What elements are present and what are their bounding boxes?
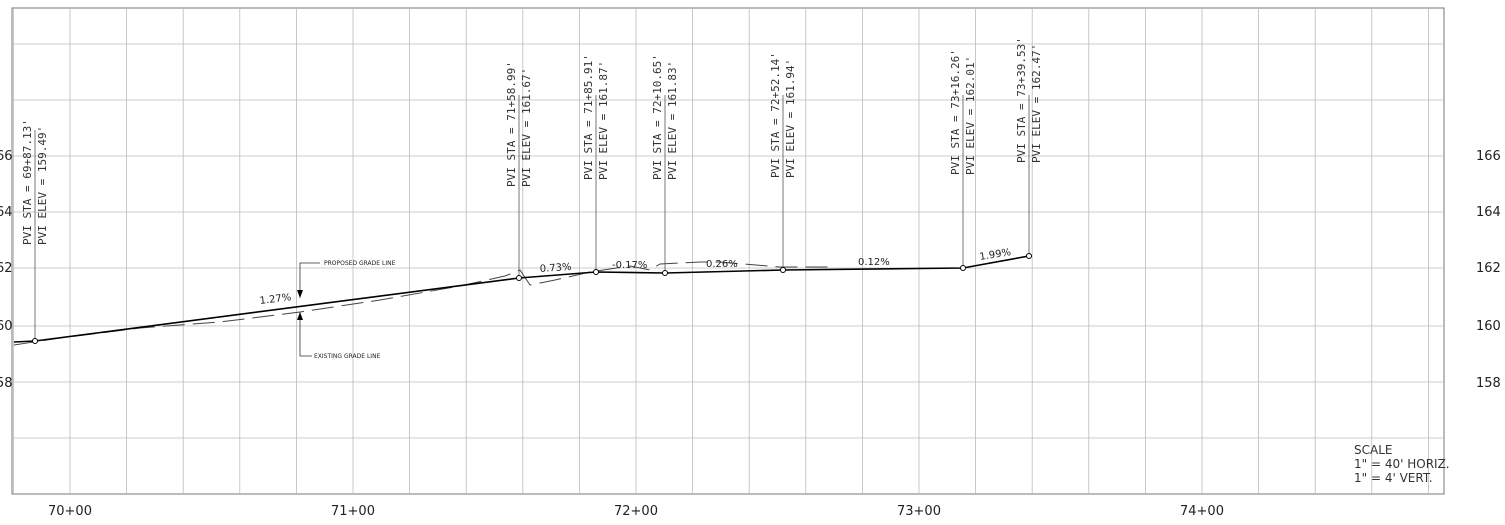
pvi-2-sta: PVI STA = 71+58.99' <box>505 61 518 187</box>
grade-label-6: 1.99% <box>979 247 1012 263</box>
scale-title: SCALE <box>1354 443 1392 457</box>
pvi-1-sta: PVI STA = 69+87.13' <box>21 119 34 245</box>
pvi-4-sta: PVI STA = 72+10.65' <box>651 54 664 180</box>
profile-grid <box>12 8 1444 494</box>
drawing-frame <box>11 7 1445 495</box>
station-tick-label: 71+00 <box>331 504 375 519</box>
elev-tick-label-left: 62 <box>0 261 13 276</box>
pvi-2-elev: PVI ELEV = 161.67' <box>520 68 533 187</box>
pvi-3-elev: PVI ELEV = 161.87' <box>597 61 610 180</box>
station-tick-label: 74+00 <box>1180 504 1224 519</box>
elev-tick-label-left: 58 <box>0 376 13 391</box>
elev-tick-label-right: 164 <box>1476 205 1501 220</box>
grade-label-4: 0.26% <box>706 259 738 270</box>
pvi-5-elev: PVI ELEV = 161.94' <box>784 59 797 178</box>
proposed-grade-line <box>13 255 1030 343</box>
existing-grade-callout: EXISTING GRADE LINE <box>314 353 381 360</box>
elevation-axis-right: 166 164 162 160 158 <box>1476 149 1501 391</box>
elev-tick-label-right: 162 <box>1476 261 1501 276</box>
pvi-6-elev: PVI ELEV = 162.01' <box>964 56 977 175</box>
pvi-markers <box>32 95 1032 344</box>
pvi-5-sta: PVI STA = 72+52.14' <box>769 52 782 178</box>
grade-label-1: 1.27% <box>259 292 292 307</box>
elev-tick-label-left: 60 <box>0 319 13 334</box>
pvi-6-sta: PVI STA = 73+16.26' <box>949 49 962 175</box>
pvi-1-elev: PVI ELEV = 159.49' <box>36 126 49 245</box>
scale-block: SCALE 1" = 40' HORIZ. 1" = 4' VERT. <box>1354 443 1450 485</box>
pvi-labels: PVI STA = 69+87.13' PVI ELEV = 159.49' P… <box>21 37 1043 245</box>
elev-tick-label-left: 66 <box>0 149 13 164</box>
elev-tick-label-right: 160 <box>1476 319 1501 334</box>
pvi-3-sta: PVI STA = 71+85.91' <box>582 54 595 180</box>
scale-vertical: 1" = 4' VERT. <box>1354 471 1433 485</box>
elevation-axis-left: 66 64 62 60 58 <box>0 149 13 391</box>
proposed-grade-callout: PROPOSED GRADE LINE <box>324 260 396 267</box>
pvi-7-sta: PVI STA = 73+39.53' <box>1015 37 1028 163</box>
station-tick-label: 73+00 <box>897 504 941 519</box>
elev-tick-label-left: 64 <box>0 205 13 220</box>
grade-label-3: -0.17% <box>612 260 647 271</box>
station-axis: 70+00 71+00 72+00 73+00 74+00 <box>48 504 1224 519</box>
pvi-7-elev: PVI ELEV = 162.47' <box>1030 44 1043 163</box>
grade-label-5: 0.12% <box>858 257 890 268</box>
station-tick-label: 70+00 <box>48 504 92 519</box>
grade-label-2: 0.73% <box>539 262 571 275</box>
grade-callouts: PROPOSED GRADE LINE EXISTING GRADE LINE <box>297 260 396 360</box>
elev-tick-label-right: 166 <box>1476 149 1501 164</box>
station-tick-label: 72+00 <box>614 504 658 519</box>
existing-grade-line <box>13 261 830 346</box>
elev-tick-label-right: 158 <box>1476 376 1501 391</box>
pvi-4-elev: PVI ELEV = 161.83' <box>666 61 679 180</box>
grade-labels: 1.27% 0.73% -0.17% 0.26% 0.12% 1.99% <box>259 247 1012 307</box>
scale-horizontal: 1" = 40' HORIZ. <box>1354 457 1450 471</box>
